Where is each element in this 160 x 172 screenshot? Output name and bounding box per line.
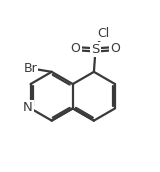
Text: Cl: Cl <box>97 27 110 40</box>
Text: N: N <box>23 101 33 114</box>
Text: S: S <box>91 43 100 56</box>
Text: Br: Br <box>24 62 37 75</box>
Text: O: O <box>71 42 81 55</box>
Text: O: O <box>110 42 120 55</box>
